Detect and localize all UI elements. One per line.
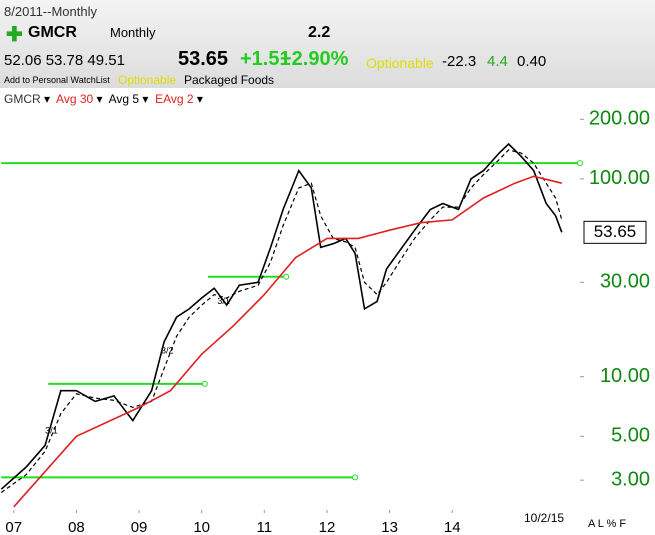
price-label: 53.65 xyxy=(594,222,637,241)
level-handle xyxy=(283,273,290,280)
watchlist-link[interactable]: Add to Personal WatchList xyxy=(4,75,110,85)
last-price: 53.65 xyxy=(178,48,229,70)
series-line xyxy=(0,149,563,493)
x-tick-label: 14 xyxy=(444,519,461,535)
x-tick-label: 09 xyxy=(131,519,148,535)
x-tick-label: 07 xyxy=(5,519,22,535)
stat: 4.4 xyxy=(487,53,508,70)
series-line xyxy=(0,142,563,490)
y-tick-label: 100.00 xyxy=(589,167,650,189)
annotation: 3/2 xyxy=(161,345,174,355)
date: 10/2/15 xyxy=(524,511,565,525)
change: +1.51 xyxy=(240,48,291,70)
x-tick-label: 12 xyxy=(319,519,336,535)
industry: Packaged Foods xyxy=(184,73,275,87)
annotation: 3/1 xyxy=(217,296,230,306)
period: 8/2011--Monthly xyxy=(4,4,97,19)
legend-item[interactable]: EAvg 2 xyxy=(155,92,194,106)
y-tick-label: 30.00 xyxy=(600,271,650,293)
x-tick-label: 13 xyxy=(381,519,398,535)
x-tick-label: 11 xyxy=(257,519,273,535)
x-tick-label: 10 xyxy=(193,519,210,535)
chart: 3.00 5.00 10.00 30.00 100.00 200.00 07 08 09 10 11… xyxy=(0,108,650,535)
level-handle xyxy=(577,160,583,167)
y-tick-label: 10.00 xyxy=(600,365,650,387)
legend: GMCR ▾ Avg 30 ▾ Avg 5 ▾ EAvg 2 ▾ xyxy=(4,92,203,106)
interval[interactable]: Monthly xyxy=(110,25,156,40)
y-tick-label: 200.00 xyxy=(589,108,650,130)
annotation: 3/1 xyxy=(45,426,58,436)
level-handle xyxy=(201,380,208,387)
legend-item[interactable]: GMCR xyxy=(4,92,41,106)
legend-item[interactable]: Avg 30 xyxy=(56,92,94,106)
y-tick-label: 3.00 xyxy=(611,468,650,490)
stat: -22.3 xyxy=(442,53,477,70)
ohl: 52.06 53.78 49.51 xyxy=(4,52,125,69)
toolbar: 8/2011--Monthly ✚ GMCR Monthly 2.2 52.06… xyxy=(0,0,655,88)
score: 2.2 xyxy=(308,24,331,41)
x-tick-label: 08 xyxy=(68,519,85,535)
optionable: Optionable xyxy=(366,55,434,71)
legend-item[interactable]: Avg 5 xyxy=(108,92,140,106)
series-line xyxy=(13,175,562,508)
price-box xyxy=(583,220,647,244)
modes[interactable]: A L % F xyxy=(588,518,627,530)
add-icon[interactable]: ✚ xyxy=(6,24,23,46)
optionable: Optionable xyxy=(118,73,177,87)
stat: 0.40 xyxy=(517,53,547,70)
symbol[interactable]: GMCR xyxy=(28,24,77,41)
level-handle xyxy=(352,474,359,481)
change-pct: +2.90% xyxy=(280,48,349,70)
y-tick-label: 5.00 xyxy=(611,425,650,447)
